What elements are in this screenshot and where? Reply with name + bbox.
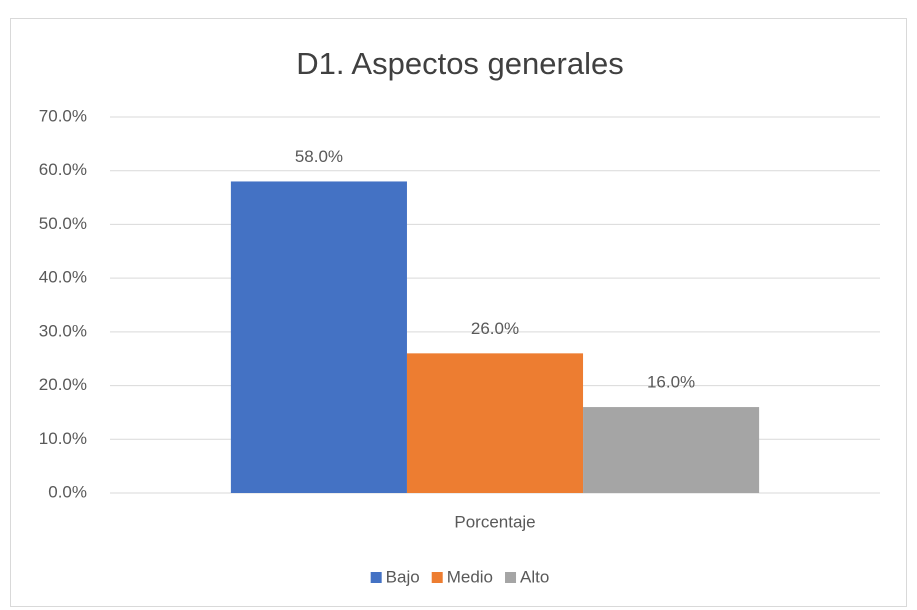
- legend-swatch: [505, 572, 517, 583]
- y-tick-label: 30.0%: [39, 321, 87, 340]
- y-tick-label: 10.0%: [39, 429, 87, 448]
- y-tick-label: 50.0%: [39, 214, 87, 233]
- data-label: 16.0%: [647, 373, 695, 392]
- y-tick-label: 60.0%: [39, 160, 87, 179]
- x-tick-label: Porcentaje: [454, 512, 535, 531]
- bar: [406, 353, 584, 493]
- data-label: 26.0%: [471, 319, 519, 338]
- bar: [583, 407, 760, 493]
- y-tick-label: 20.0%: [39, 375, 87, 394]
- legend-label: Bajo: [386, 567, 420, 586]
- bar: [230, 181, 407, 493]
- chart-title: D1. Aspectos generales: [296, 46, 623, 81]
- data-label: 58.0%: [295, 147, 343, 166]
- y-tick-label: 0.0%: [48, 482, 87, 501]
- legend-label: Medio: [447, 567, 493, 586]
- y-tick-label: 40.0%: [39, 268, 87, 287]
- legend-label: Alto: [520, 567, 549, 586]
- legend-swatch: [431, 572, 443, 583]
- legend-swatch: [370, 572, 382, 583]
- y-tick-label: 70.0%: [39, 106, 87, 125]
